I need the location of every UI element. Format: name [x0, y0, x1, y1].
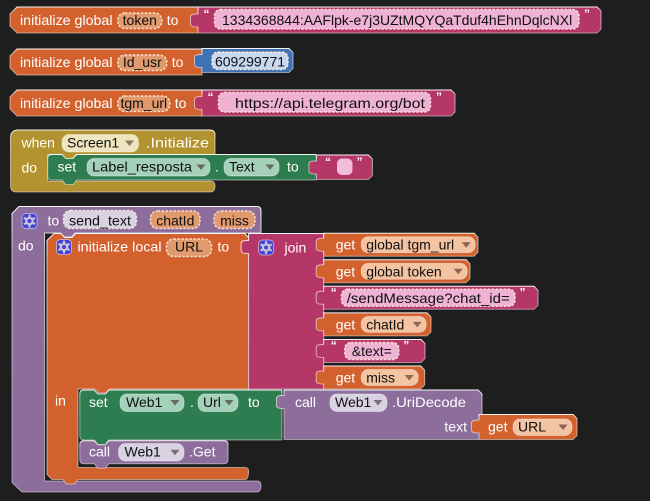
svg-text:when: when — [21, 135, 55, 151]
svg-text:&text=: &text= — [352, 343, 392, 359]
svg-text:.: . — [215, 159, 219, 175]
svg-text:get: get — [336, 316, 356, 332]
svg-text:token: token — [123, 12, 157, 28]
svg-text:global token: global token — [366, 263, 442, 279]
svg-text:Url: Url — [203, 394, 221, 410]
svg-text:Text: Text — [229, 159, 255, 175]
svg-text:“: “ — [325, 155, 331, 169]
svg-text:to: to — [172, 54, 184, 70]
svg-text:URL: URL — [175, 239, 203, 255]
svg-text:.UriDecode: .UriDecode — [392, 394, 466, 410]
svg-text:Label_resposta: Label_resposta — [92, 159, 192, 175]
svg-text:miss: miss — [366, 370, 395, 386]
svg-text:to: to — [248, 394, 260, 410]
svg-text:text: text — [444, 419, 467, 435]
svg-text:do: do — [22, 160, 38, 176]
svg-text:”: ” — [436, 90, 442, 104]
svg-text:to: to — [287, 159, 299, 175]
svg-text:chatId: chatId — [366, 316, 404, 332]
svg-text:Web1: Web1 — [126, 394, 163, 410]
svg-text:”: ” — [584, 7, 590, 21]
svg-text:join: join — [284, 240, 307, 256]
svg-text:global tgm_url: global tgm_url — [366, 237, 454, 253]
svg-text:set: set — [58, 159, 77, 175]
svg-text:call: call — [295, 394, 316, 410]
svg-text:call: call — [89, 444, 110, 460]
svg-text:”: ” — [403, 339, 409, 353]
svg-text:URL: URL — [518, 419, 546, 435]
svg-text:”: ” — [357, 155, 363, 169]
svg-text:send_text: send_text — [69, 213, 131, 229]
svg-text:get: get — [336, 237, 356, 253]
svg-text:initialize global: initialize global — [20, 54, 112, 70]
svg-text:chatId: chatId — [156, 213, 194, 229]
svg-text:“: “ — [208, 90, 214, 104]
svg-text:to: to — [167, 12, 179, 28]
svg-text:to: to — [218, 239, 230, 255]
svg-text:get: get — [336, 370, 356, 386]
svg-text:to: to — [48, 213, 60, 229]
svg-text:1334368844:AAFlpk-e7j3UZtMQYQa: 1334368844:AAFlpk-e7j3UZtMQYQaTduf4hEhnD… — [222, 12, 572, 28]
svg-text:miss: miss — [220, 213, 249, 229]
svg-text:do: do — [18, 238, 34, 254]
svg-text:initialize global: initialize global — [20, 12, 112, 28]
svg-text:.Get: .Get — [189, 444, 216, 460]
svg-text:Screen1: Screen1 — [67, 135, 119, 151]
svg-text:“: “ — [331, 285, 337, 299]
svg-text:.Initialize: .Initialize — [146, 135, 209, 151]
svg-text:initialize global: initialize global — [20, 95, 112, 111]
svg-text:get: get — [336, 263, 356, 279]
svg-text:Web1: Web1 — [335, 394, 372, 410]
svg-text:.: . — [190, 394, 194, 410]
svg-text:/sendMessage?chat_id=: /sendMessage?chat_id= — [347, 290, 510, 306]
svg-text:https://api.telegram.org/bot: https://api.telegram.org/bot — [235, 95, 425, 111]
svg-text:in: in — [55, 393, 66, 409]
svg-text:“: “ — [204, 7, 210, 21]
svg-text:Web1: Web1 — [125, 444, 162, 460]
svg-text:initialize local: initialize local — [78, 239, 162, 255]
svg-text:“: “ — [331, 339, 337, 353]
svg-text:tgm_url: tgm_url — [120, 95, 167, 111]
svg-text:609299771: 609299771 — [215, 54, 285, 70]
svg-text:get: get — [488, 419, 508, 435]
svg-text:Id_usr: Id_usr — [123, 54, 162, 70]
svg-text:”: ” — [520, 285, 526, 299]
svg-text:set: set — [89, 394, 108, 410]
svg-text:to: to — [175, 95, 187, 111]
